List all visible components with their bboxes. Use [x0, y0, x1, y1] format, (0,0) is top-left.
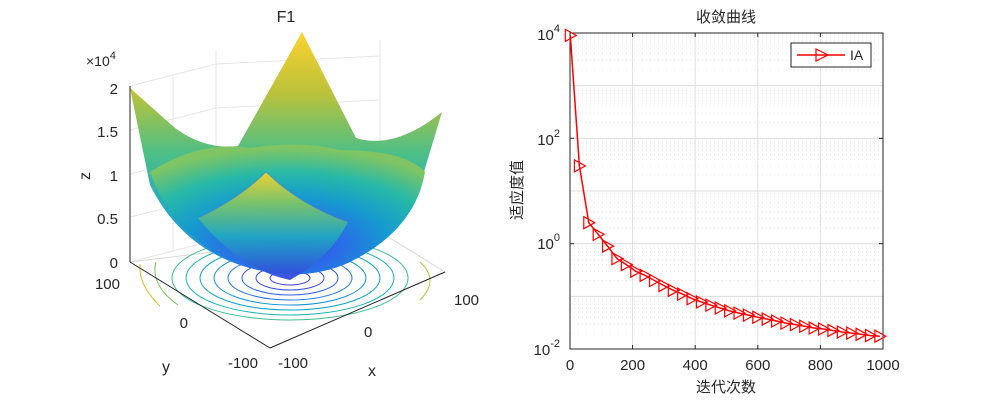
z-tick-label: 1	[110, 168, 118, 185]
x-tick-label: 100	[454, 292, 479, 309]
x-tick-label: 400	[683, 357, 708, 374]
y-axis-label: y	[162, 359, 170, 376]
data-point	[564, 28, 578, 43]
x-tick-label: 800	[808, 357, 833, 374]
z-tick-label: 2	[110, 81, 118, 98]
y-tick-label: 100	[537, 232, 560, 253]
y-ticks: 100 0 -100	[95, 276, 258, 372]
data-point	[846, 326, 859, 341]
data-point	[705, 298, 719, 313]
y-tick-label: 102	[537, 128, 560, 149]
z-tick-label: 0	[110, 255, 118, 272]
data-point	[639, 268, 653, 283]
data-point	[770, 313, 784, 329]
data-point	[695, 295, 709, 310]
y-tick-label: 0	[180, 315, 188, 332]
y-tick-label: 10-2	[534, 338, 560, 359]
legend-label: IA	[850, 47, 864, 63]
data-point	[667, 283, 681, 298]
surface-plot: 0 0.5 1 1.5 2 ×104 100 0 -100 -100 0 100…	[77, 9, 479, 380]
y-ticks: 10-2 100 102 104	[534, 23, 560, 359]
y-tick-label: 104	[537, 23, 560, 44]
x-ticks: 0 200 400 600 800 1000	[566, 357, 900, 374]
axes-3d	[129, 86, 446, 349]
legend-marker	[815, 48, 830, 62]
x-tick-label: 0	[566, 357, 574, 374]
data-point	[724, 303, 737, 318]
z-ticks: 0 0.5 1 1.5 2	[97, 81, 118, 272]
data-point	[752, 310, 766, 325]
data-point	[761, 312, 775, 327]
contour-line	[419, 261, 431, 301]
data-point	[780, 316, 794, 331]
data-point	[583, 215, 597, 230]
data-point	[630, 264, 643, 279]
z-multiplier: ×104	[86, 50, 116, 69]
x-tick-label: 200	[620, 357, 645, 374]
data-point	[874, 329, 888, 344]
z-tick-label: 1.5	[97, 124, 118, 141]
x-ticks: -100 0 100	[278, 292, 479, 372]
surface	[130, 32, 442, 280]
chart-title: 收敛曲线	[696, 9, 756, 26]
axes-box	[569, 32, 884, 350]
data-point	[620, 257, 634, 272]
data-point	[592, 227, 606, 242]
z-tick-label: 0.5	[97, 211, 118, 228]
data-point	[677, 287, 690, 302]
data-point	[611, 251, 625, 266]
data-point	[601, 239, 615, 254]
legend: IA	[790, 42, 872, 68]
y-tick-label: -100	[228, 355, 258, 372]
y-axis-label: 适应度值	[508, 160, 526, 220]
data-point	[827, 323, 841, 338]
z-axis-label: z	[77, 172, 94, 180]
data-point	[573, 158, 587, 173]
chart-title: F1	[277, 9, 296, 26]
series-ia	[564, 28, 888, 344]
data-point	[742, 308, 756, 323]
data-point	[733, 306, 747, 321]
grid	[570, 33, 883, 349]
surface-front	[198, 172, 348, 280]
contour-line	[154, 261, 179, 306]
data-point	[648, 273, 662, 288]
y-tick-label: 100	[95, 276, 120, 293]
x-axis-label: 迭代次数	[696, 379, 756, 396]
x-tick-label: 1000	[866, 357, 899, 374]
x-tick-label: 600	[745, 357, 770, 374]
data-point	[808, 321, 822, 336]
data-point	[864, 328, 878, 343]
data-point	[836, 325, 850, 340]
x-tick-label: -100	[278, 355, 308, 372]
data-point	[686, 291, 700, 306]
convergence-plot: 0 200 400 600 800 1000 10-2 100 102 104 …	[508, 9, 900, 396]
data-point	[799, 319, 813, 334]
x-axis-label: x	[368, 363, 376, 380]
data-point	[789, 317, 803, 332]
data-point	[817, 321, 831, 336]
data-point	[658, 278, 672, 293]
x-tick-label: 0	[364, 324, 372, 341]
data-point	[855, 327, 869, 342]
data-point	[714, 301, 728, 316]
